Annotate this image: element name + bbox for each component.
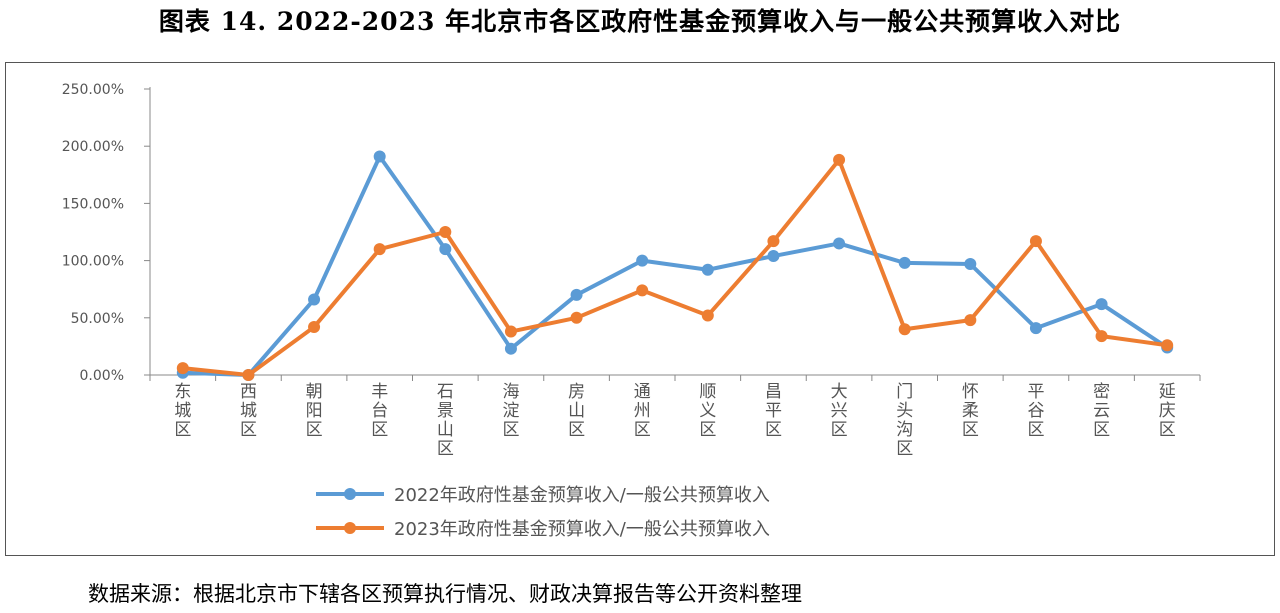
x-tick-label: 东城区: [174, 382, 191, 440]
series-2-point: [308, 320, 321, 333]
x-tick-label: 大兴区: [831, 382, 848, 440]
y-tick-label: 150.00%: [62, 196, 124, 212]
legend-marker-2: [344, 522, 356, 534]
series-1-point: [767, 250, 780, 263]
x-tick-label: 顺义区: [699, 382, 716, 440]
series-2-point: [767, 235, 780, 248]
series-1-point: [439, 243, 452, 256]
x-tick-label: 西城区: [240, 382, 257, 440]
x-tick-label: 石景山区: [437, 382, 454, 459]
series-2-point: [964, 314, 977, 327]
y-tick-label: 200.00%: [62, 139, 124, 155]
legend-label-1: 2022年政府性基金预算收入/一般公共预算收入: [394, 485, 770, 506]
series-2-point: [1161, 339, 1174, 352]
page-title: 图表 14. 2022-2023 年北京市各区政府性基金预算收入与一般公共预算收…: [158, 7, 1122, 36]
series-1-point: [308, 293, 321, 306]
series-2-point: [1095, 330, 1108, 343]
source-note: 数据来源：根据北京市下辖各区预算执行情况、财政决算报告等公开资料整理: [88, 582, 802, 606]
x-tick-label: 延庆区: [1159, 382, 1176, 440]
x-tick-label: 房山区: [568, 382, 585, 440]
series-1-point: [833, 237, 846, 250]
series-2-point: [636, 284, 649, 297]
series-2-point: [439, 226, 452, 238]
y-tick-label: 250.00%: [62, 82, 124, 98]
series-2-point: [701, 309, 714, 322]
legend-label-2: 2023年政府性基金预算收入/一般公共预算收入: [394, 519, 770, 540]
series-1-point: [898, 256, 911, 269]
x-tick-label: 平谷区: [1027, 382, 1044, 440]
series-2-point: [242, 369, 255, 381]
series-1-point: [701, 263, 714, 276]
x-tick-label: 丰台区: [371, 382, 388, 440]
x-tick-label: 朝阳区: [306, 382, 323, 440]
x-tick-label: 昌平区: [765, 382, 782, 440]
legend-marker-1: [344, 488, 356, 500]
series-2-point: [504, 325, 517, 338]
series-2-point: [176, 362, 189, 375]
series-1-point: [1029, 322, 1042, 335]
x-tick-label: 通州区: [634, 382, 651, 440]
x-tick-label: 怀柔区: [962, 382, 979, 440]
series-line-1: [182, 154, 1169, 377]
y-tick-label: 0.00%: [80, 368, 124, 384]
series-2-point: [570, 311, 583, 324]
y-tick-label: 50.00%: [71, 311, 124, 327]
series-2-point: [833, 153, 846, 166]
x-tick-label: 密云区: [1093, 382, 1110, 440]
series-1-point: [636, 254, 649, 267]
series-2-point: [1029, 235, 1042, 248]
series-1-point: [1095, 298, 1108, 311]
series-1-point: [373, 150, 386, 163]
series-2-point: [373, 243, 386, 256]
series-1-point: [964, 258, 977, 271]
y-tick-label: 100.00%: [62, 254, 124, 270]
series-line-2: [182, 157, 1168, 377]
x-tick-label: 门头沟区: [896, 382, 913, 459]
series-1-point: [504, 342, 517, 355]
x-tick-label: 海淀区: [502, 382, 519, 440]
series-1-point: [570, 288, 583, 301]
chart-frame: [5, 62, 1275, 556]
series-2-point: [898, 323, 911, 336]
